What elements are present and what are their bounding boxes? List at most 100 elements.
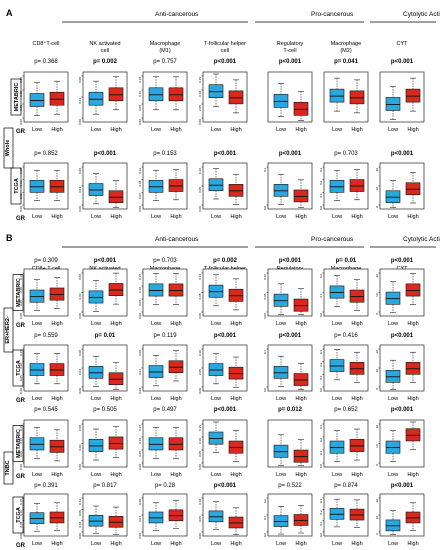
ytick-label-r4-c1-1: 0.04 bbox=[78, 444, 82, 450]
ytick-label-r4-c3-2: 0.10 bbox=[198, 438, 202, 444]
box-low-r1-c1 bbox=[88, 183, 104, 196]
ytick-label-r1-c5-1: 0.1 bbox=[319, 193, 323, 198]
xlabel-high-r1-c4: High bbox=[295, 214, 306, 220]
pvalue-r1-c0: p= 0.852 bbox=[34, 151, 58, 157]
row-label-box-0 bbox=[10, 78, 22, 116]
pvalue-r3-c5: p= 0.416 bbox=[334, 333, 358, 339]
xlabel-low-r3-c0: Low bbox=[32, 396, 42, 402]
xlabel-high-r0-c1: High bbox=[110, 127, 121, 133]
xlabel-high-r4-c3: High bbox=[230, 472, 241, 478]
pvalue-r1-c6: p<0.001 bbox=[391, 151, 414, 157]
box-high-r2-c2 bbox=[168, 283, 184, 297]
boxplot-r2-c2: p= 0.703 0.00 0.05 0.10 0.15 Low High bbox=[138, 258, 188, 327]
ytick-label-r4-c1-0: 0.00 bbox=[78, 464, 82, 470]
xlabel-high-r4-c6: High bbox=[407, 472, 418, 478]
ytick-label-r1-c5-2: 0.2 bbox=[319, 180, 323, 185]
ytick-label-r5-c6-2: 20 bbox=[375, 499, 379, 503]
ytick-label-r5-c4-1: 0.1 bbox=[263, 516, 267, 521]
pvalue-r4-c0: p= 0.545 bbox=[34, 407, 58, 413]
box-low-r1-c6 bbox=[385, 190, 401, 204]
cohort-label-2: TNBC bbox=[5, 460, 11, 475]
ytick-label-r4-c6-1: 10 bbox=[375, 444, 379, 448]
xlabel-low-r0-c2: Low bbox=[151, 127, 161, 133]
xlabel-high-r2-c4: High bbox=[295, 321, 306, 327]
pvalue-r2-c4: p<0.001 bbox=[279, 258, 302, 264]
box-high-r3-c3 bbox=[228, 366, 244, 380]
ytick-label-r2-c6-2: 20 bbox=[375, 274, 379, 278]
row-label-4: METABRIC bbox=[16, 429, 22, 458]
box-high-r4-c5 bbox=[349, 439, 365, 452]
xlabel-high-r4-c1: High bbox=[110, 472, 121, 478]
xlabel-high-r4-c4: High bbox=[295, 472, 306, 478]
xlabel-high-r1-c1: High bbox=[110, 214, 121, 220]
ytick-label-r3-c5-2: 0.2 bbox=[319, 362, 323, 367]
ytick-label-r4-c5-2: 0.2 bbox=[319, 438, 323, 443]
box-high-r3-c5 bbox=[349, 362, 365, 375]
ytick-label-r3-c2-2: 0.08 bbox=[138, 350, 142, 356]
box-high-r3-c0 bbox=[49, 363, 65, 376]
ytick-label-r0-c0-0: 0.00 bbox=[19, 119, 23, 125]
ytick-label-r0-c0-3: 0.15 bbox=[19, 77, 23, 83]
ytick-label-r3-c2-1: 0.04 bbox=[138, 369, 142, 375]
box-high-r2-c1 bbox=[108, 283, 124, 296]
xlabel-high-r0-c4: High bbox=[295, 127, 306, 133]
xlabel-low-r5-c0: Low bbox=[32, 541, 42, 547]
ytick-label-r3-c5-3: 0.3 bbox=[319, 350, 323, 355]
ytick-label-r2-c4-1: 0.05 bbox=[263, 293, 267, 299]
ytick-label-r4-c0-2: 0.10 bbox=[19, 438, 23, 444]
ytick-label-r2-c5-1: 0.1 bbox=[319, 293, 323, 298]
pvalue-r2-c3: p= 0.002 bbox=[213, 258, 238, 264]
pvalue-r5-c4: p= 0.522 bbox=[278, 483, 302, 489]
column-title-4-1: T-cell bbox=[283, 48, 296, 54]
boxplot-r3-c1: p= 0.01 0.00 0.04 0.08 Low High bbox=[78, 333, 128, 402]
group-header-1: Pro-cancerous bbox=[311, 236, 354, 243]
boxplot-r2-c3: p= 0.002 0.00 0.05 0.10 Low High bbox=[198, 258, 248, 327]
boxplot-r3-c2: p= 0.119 0.00 0.04 0.08 Low High bbox=[138, 333, 188, 402]
box-high-r3-c2 bbox=[168, 360, 184, 374]
boxplot-r4-c5: p= 0.652 0.0 0.1 0.2 0.3 Low High bbox=[319, 407, 369, 478]
xlabel-high-r0-c5: High bbox=[351, 127, 362, 133]
ytick-label-r3-c1-1: 0.04 bbox=[78, 369, 82, 375]
xlabel-high-r3-c5: High bbox=[351, 396, 362, 402]
xlabel-low-r3-c3: Low bbox=[211, 396, 221, 402]
box-low-r3-c5 bbox=[329, 359, 345, 372]
box-high-r2-c4 bbox=[293, 298, 309, 312]
cohort-box-0 bbox=[3, 127, 14, 169]
xlabel-low-r5-c6: Low bbox=[388, 541, 398, 547]
xlabel-low-r0-c3: Low bbox=[211, 127, 221, 133]
xlabel-low-r1-c0: Low bbox=[32, 214, 42, 220]
xlabel-low-r2-c4: Low bbox=[276, 321, 286, 327]
boxplot-r1-c6: p<0.001 0 10 20 Low High bbox=[375, 151, 425, 220]
boxplot-r0-c4: p<0.001 Low High bbox=[267, 59, 313, 133]
box-low-r4-c2 bbox=[148, 437, 164, 451]
boxplot-r1-c0: p= 0.852 0.00 0.05 0.10 0.15 Low High bbox=[19, 151, 69, 220]
boxplot-r1-c4: p<0.001 0.0 0.1 Low High bbox=[263, 151, 313, 220]
ytick-label-r2-c4-2: 0.10 bbox=[263, 274, 267, 280]
ytick-label-r5-c0-1: 0.05 bbox=[19, 521, 23, 527]
ytick-label-r1-c2-3: 0.12 bbox=[138, 168, 142, 174]
ytick-label-r4-c0-3: 0.15 bbox=[19, 425, 23, 431]
cohort-box-1 bbox=[3, 307, 14, 353]
boxplot-r2-c5: p= 0.01 0.0 0.1 0.2 Low High bbox=[319, 258, 369, 327]
pvalue-r1-c3: p<0.001 bbox=[214, 151, 237, 157]
xlabel-high-r2-c1: High bbox=[110, 321, 121, 327]
box-low-r0-c6 bbox=[385, 97, 401, 111]
xlabel-low-r2-c3: Low bbox=[211, 321, 221, 327]
xlabel-high-r5-c4: High bbox=[295, 541, 306, 547]
xlabel-low-r0-c6: Low bbox=[388, 127, 398, 133]
group-header-0: Anti-cancerous bbox=[155, 11, 199, 18]
pvalue-r2-c2: p= 0.703 bbox=[153, 258, 177, 264]
ytick-label-r2-c2-0: 0.00 bbox=[138, 313, 142, 319]
row-label-5: TCGA bbox=[16, 507, 22, 523]
pvalue-r4-c1: p= 0.505 bbox=[93, 407, 117, 413]
ytick-label-r4-c5-1: 0.1 bbox=[319, 451, 323, 456]
box-high-r1-c3 bbox=[228, 184, 244, 197]
boxplot-r3-c4: p<0.001 0.0 0.1 Low High bbox=[263, 333, 313, 402]
ytick-label-r5-c1-0: 0.00 bbox=[78, 533, 82, 539]
xlabel-low-r2-c6: Low bbox=[388, 321, 398, 327]
ytick-label-r1-c3-0: 0.00 bbox=[198, 206, 202, 212]
ytick-label-r1-c2-2: 0.08 bbox=[138, 180, 142, 186]
panel-letter-b: B bbox=[6, 233, 13, 243]
gr-label-1: GR bbox=[16, 216, 26, 222]
